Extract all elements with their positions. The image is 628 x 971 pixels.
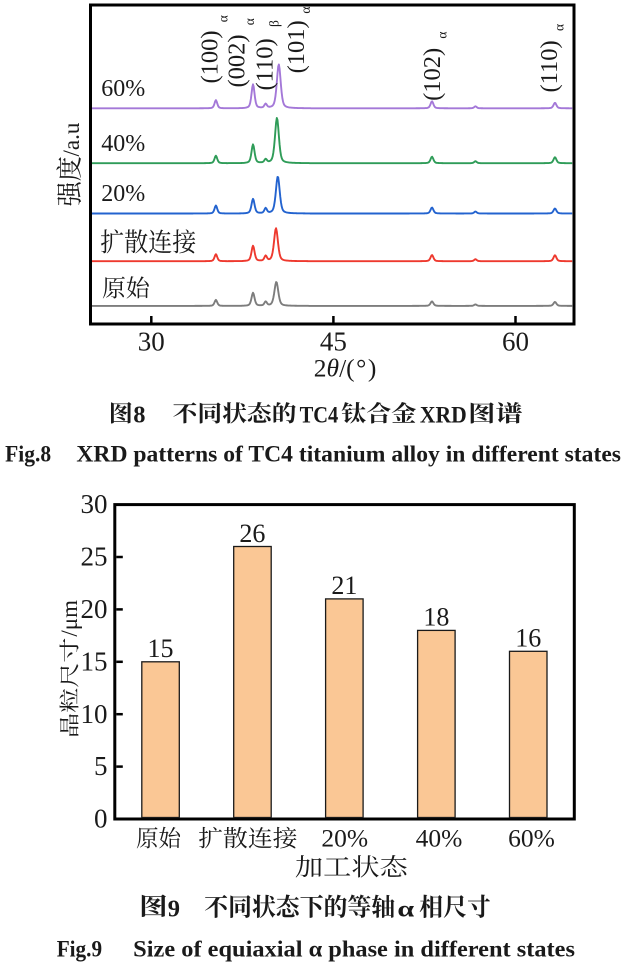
svg-text:TC4: TC4	[300, 402, 339, 427]
svg-text:21: 21	[331, 571, 357, 600]
svg-text:20%: 20%	[321, 824, 368, 853]
svg-text:Fig.8: Fig.8	[5, 442, 51, 468]
svg-text:60%: 60%	[101, 76, 145, 102]
svg-text:15: 15	[81, 646, 108, 676]
svg-text:16: 16	[515, 624, 541, 653]
svg-text:α: α	[242, 18, 257, 25]
svg-text:(002): (002)	[223, 34, 250, 87]
svg-text:20: 20	[81, 594, 108, 624]
svg-text:(110): (110)	[536, 40, 563, 92]
svg-text:30: 30	[138, 327, 165, 357]
svg-text:10: 10	[81, 699, 108, 729]
svg-text:30: 30	[81, 489, 108, 519]
svg-text:2θ/(°): 2θ/(°)	[314, 353, 377, 382]
svg-text:α: α	[552, 24, 567, 31]
svg-text:α: α	[434, 32, 449, 39]
svg-text:25: 25	[81, 542, 108, 572]
svg-text:XRD: XRD	[420, 402, 467, 427]
svg-text:9: 9	[168, 896, 180, 923]
svg-text:α: α	[397, 897, 414, 923]
svg-text:/μm: /μm	[57, 600, 82, 637]
svg-text:40%: 40%	[101, 131, 145, 157]
svg-text:26: 26	[239, 519, 265, 548]
svg-text:60%: 60%	[508, 824, 555, 853]
svg-text:(102): (102)	[419, 48, 446, 101]
svg-text:60: 60	[502, 327, 529, 357]
svg-text:Fig.9: Fig.9	[57, 937, 102, 963]
svg-text:8: 8	[133, 401, 145, 428]
svg-text:(110): (110)	[251, 38, 278, 90]
svg-text:XRD patterns of TC4 titanium a: XRD patterns of TC4 titanium alloy in di…	[76, 442, 621, 468]
svg-text:α: α	[298, 7, 313, 14]
svg-text:0: 0	[94, 804, 108, 834]
svg-text:(101): (101)	[283, 20, 310, 73]
svg-text:β: β	[267, 20, 282, 27]
svg-text:20%: 20%	[101, 181, 145, 207]
svg-text:40%: 40%	[416, 824, 463, 853]
svg-text:45: 45	[320, 327, 347, 357]
svg-text:5: 5	[94, 751, 108, 781]
svg-text:18: 18	[423, 603, 449, 632]
svg-text:15: 15	[148, 634, 174, 663]
svg-text:(100): (100)	[197, 30, 224, 83]
svg-text:Size of equiaxial α phase in d: Size of equiaxial α phase in different s…	[133, 937, 575, 963]
svg-text:/a.u: /a.u	[59, 122, 84, 156]
svg-text:α: α	[215, 15, 230, 22]
